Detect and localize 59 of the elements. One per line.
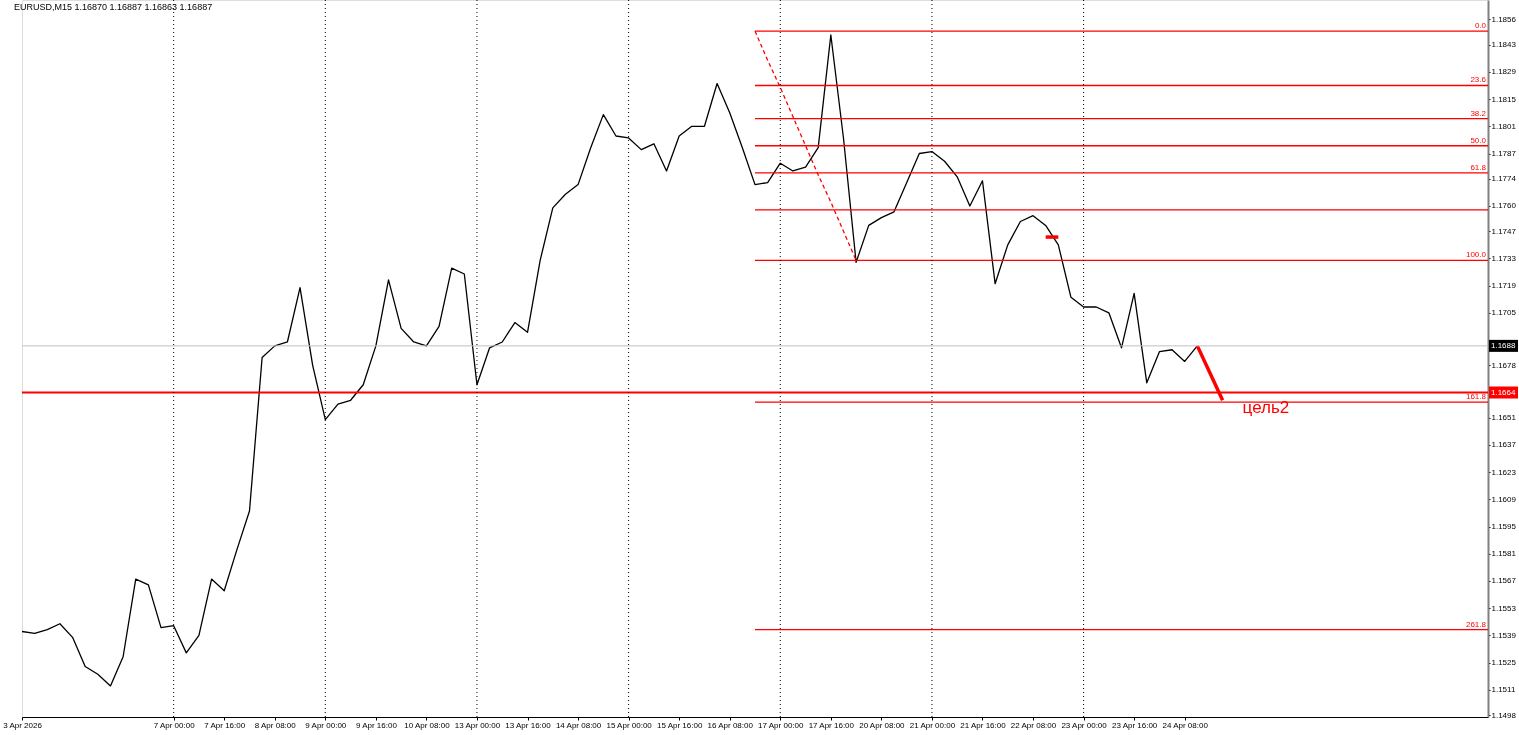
ref-line-label: 1.1664 xyxy=(1491,387,1517,397)
y-tick-label: 1.1637 xyxy=(1491,440,1517,450)
series-label: 100.0 xyxy=(1465,250,1487,260)
y-tick-label: 1.1539 xyxy=(1491,630,1517,640)
x-tick-label: 21 Apr 16:00 xyxy=(960,720,1007,730)
y-tick-label: 1.1567 xyxy=(1491,576,1517,586)
y-tick-label: 1.1801 xyxy=(1491,121,1517,131)
y-tick-label: 1.1719 xyxy=(1491,281,1517,291)
y-tick-label: 1.1609 xyxy=(1491,494,1517,504)
x-tick-label: 8 Apr 08:00 xyxy=(254,720,297,730)
y-tick-label: 1.1787 xyxy=(1491,149,1517,158)
y-tick-label: 1.1581 xyxy=(1491,549,1517,559)
y-tick-label: 1.1733 xyxy=(1491,253,1517,263)
x-tick-label: 16 Apr 08:00 xyxy=(707,720,754,730)
x-tick-label: 21 Apr 00:00 xyxy=(909,720,956,730)
y-tick-label: 1.1553 xyxy=(1491,603,1517,613)
x-tick-label: 9 Apr 00:00 xyxy=(305,720,347,730)
x-tick-label: 23 Apr 00:00 xyxy=(1061,720,1108,730)
y-tick-label: 1.1498 xyxy=(1491,710,1517,720)
x-tick-label: 7 Apr 16:00 xyxy=(204,720,246,730)
y-tick-label: 1.1623 xyxy=(1491,467,1517,477)
x-tick-label: 3 Apr 2026 xyxy=(3,720,43,730)
y-tick-label: 1.1760 xyxy=(1491,201,1517,211)
x-tick-label: 13 Apr 16:00 xyxy=(505,720,552,730)
y-tick-label: 1.1774 xyxy=(1491,174,1517,184)
x-tick-label: 13 Apr 00:00 xyxy=(454,720,501,730)
x-tick-label: 23 Apr 16:00 xyxy=(1111,720,1158,730)
y-tick-label: 1.1705 xyxy=(1491,308,1517,318)
x-tick-label: 24 Apr 08:00 xyxy=(1162,720,1209,730)
y-tick-label: 1.1511 xyxy=(1491,685,1516,695)
y-tick-label: 1.1829 xyxy=(1491,67,1517,77)
y-tick-label: 1.1815 xyxy=(1491,94,1517,104)
y-tick-label: 1.1747 xyxy=(1491,226,1517,236)
y-tick-label: 1.1595 xyxy=(1491,522,1517,532)
x-tick-label: 15 Apr 16:00 xyxy=(656,720,703,730)
series-label: 61.8 xyxy=(1470,162,1487,172)
series-label: 38.2 xyxy=(1470,108,1487,118)
y-tick-label: 1.1856 xyxy=(1491,14,1517,24)
y-tick-label: 1.1843 xyxy=(1491,40,1517,50)
chart-title: EURUSD,M15 1.16870 1.16887 1.16863 1.16887 xyxy=(14,2,213,12)
x-tick-label: 14 Apr 08:00 xyxy=(555,720,602,730)
x-tick-label: 22 Apr 08:00 xyxy=(1010,720,1057,730)
x-tick-label: 9 Apr 16:00 xyxy=(355,720,398,730)
ref-line-label: 1.1688 xyxy=(1491,340,1517,350)
x-tick-label: 20 Apr 08:00 xyxy=(859,720,906,730)
series-label: 161.8 xyxy=(1465,392,1487,402)
series-label: 0.0 xyxy=(1474,21,1487,31)
series-label: 50.0 xyxy=(1470,135,1487,145)
y-tick-label: 1.1525 xyxy=(1491,658,1517,668)
x-tick-label: 15 Apr 00:00 xyxy=(606,720,653,730)
x-tick-label: 17 Apr 00:00 xyxy=(758,720,805,730)
y-tick-label: 1.1651 xyxy=(1491,413,1517,423)
y-tick-label: 1.1678 xyxy=(1491,360,1517,370)
x-tick-label: 17 Apr 16:00 xyxy=(808,720,855,730)
x-tick-label: 7 Apr 00:00 xyxy=(153,720,196,730)
x-tick-label: 10 Apr 08:00 xyxy=(404,720,451,730)
series-label: 261.8 xyxy=(1465,619,1487,629)
series-label: 23.6 xyxy=(1470,75,1487,85)
annotation: цель2 xyxy=(1242,398,1290,418)
